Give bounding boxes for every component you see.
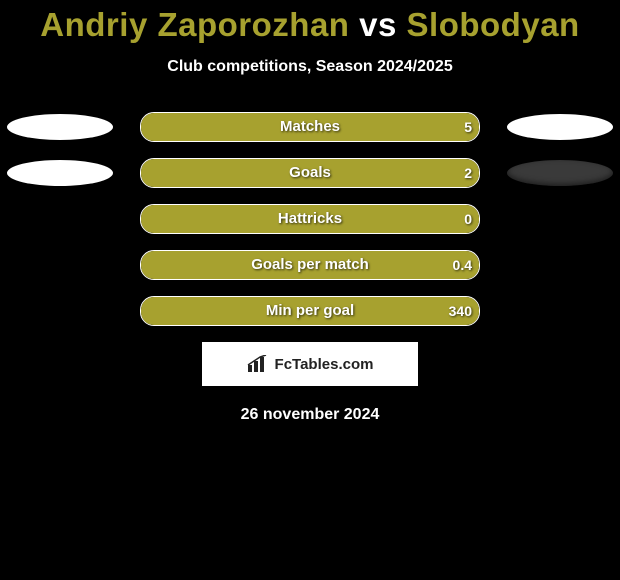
stat-row: Min per goal340 [0, 296, 620, 326]
stat-row: Hattricks0 [0, 204, 620, 234]
title-player2: Slobodyan [407, 6, 580, 43]
stat-row: Goals per match0.4 [0, 250, 620, 280]
stat-label: Hattricks [140, 204, 480, 234]
stat-value-right: 0 [464, 204, 472, 234]
attribution-box[interactable]: FcTables.com [202, 342, 418, 386]
stats-area: Matches5Goals2Hattricks0Goals per match0… [0, 112, 620, 326]
date-line: 26 november 2024 [0, 406, 620, 424]
player2-oval [507, 160, 613, 186]
title-player1: Andriy Zaporozhan [40, 6, 349, 43]
stat-label: Goals [140, 158, 480, 188]
player1-oval [7, 160, 113, 186]
stat-value-right: 0.4 [453, 250, 472, 280]
stat-label: Goals per match [140, 250, 480, 280]
stat-row: Matches5 [0, 112, 620, 142]
title-vs: vs [359, 6, 397, 43]
stat-value-right: 5 [464, 112, 472, 142]
stat-label: Min per goal [140, 296, 480, 326]
stat-label: Matches [140, 112, 480, 142]
bar-chart-icon [247, 355, 269, 373]
stat-value-right: 2 [464, 158, 472, 188]
attribution-text: FcTables.com [275, 356, 374, 373]
page-root: Andriy Zaporozhan vs Slobodyan Club comp… [0, 0, 620, 580]
page-title: Andriy Zaporozhan vs Slobodyan [0, 0, 620, 44]
stat-value-right: 340 [449, 296, 472, 326]
player1-oval [7, 114, 113, 140]
subtitle: Club competitions, Season 2024/2025 [0, 58, 620, 76]
stat-row: Goals2 [0, 158, 620, 188]
player2-oval [507, 114, 613, 140]
